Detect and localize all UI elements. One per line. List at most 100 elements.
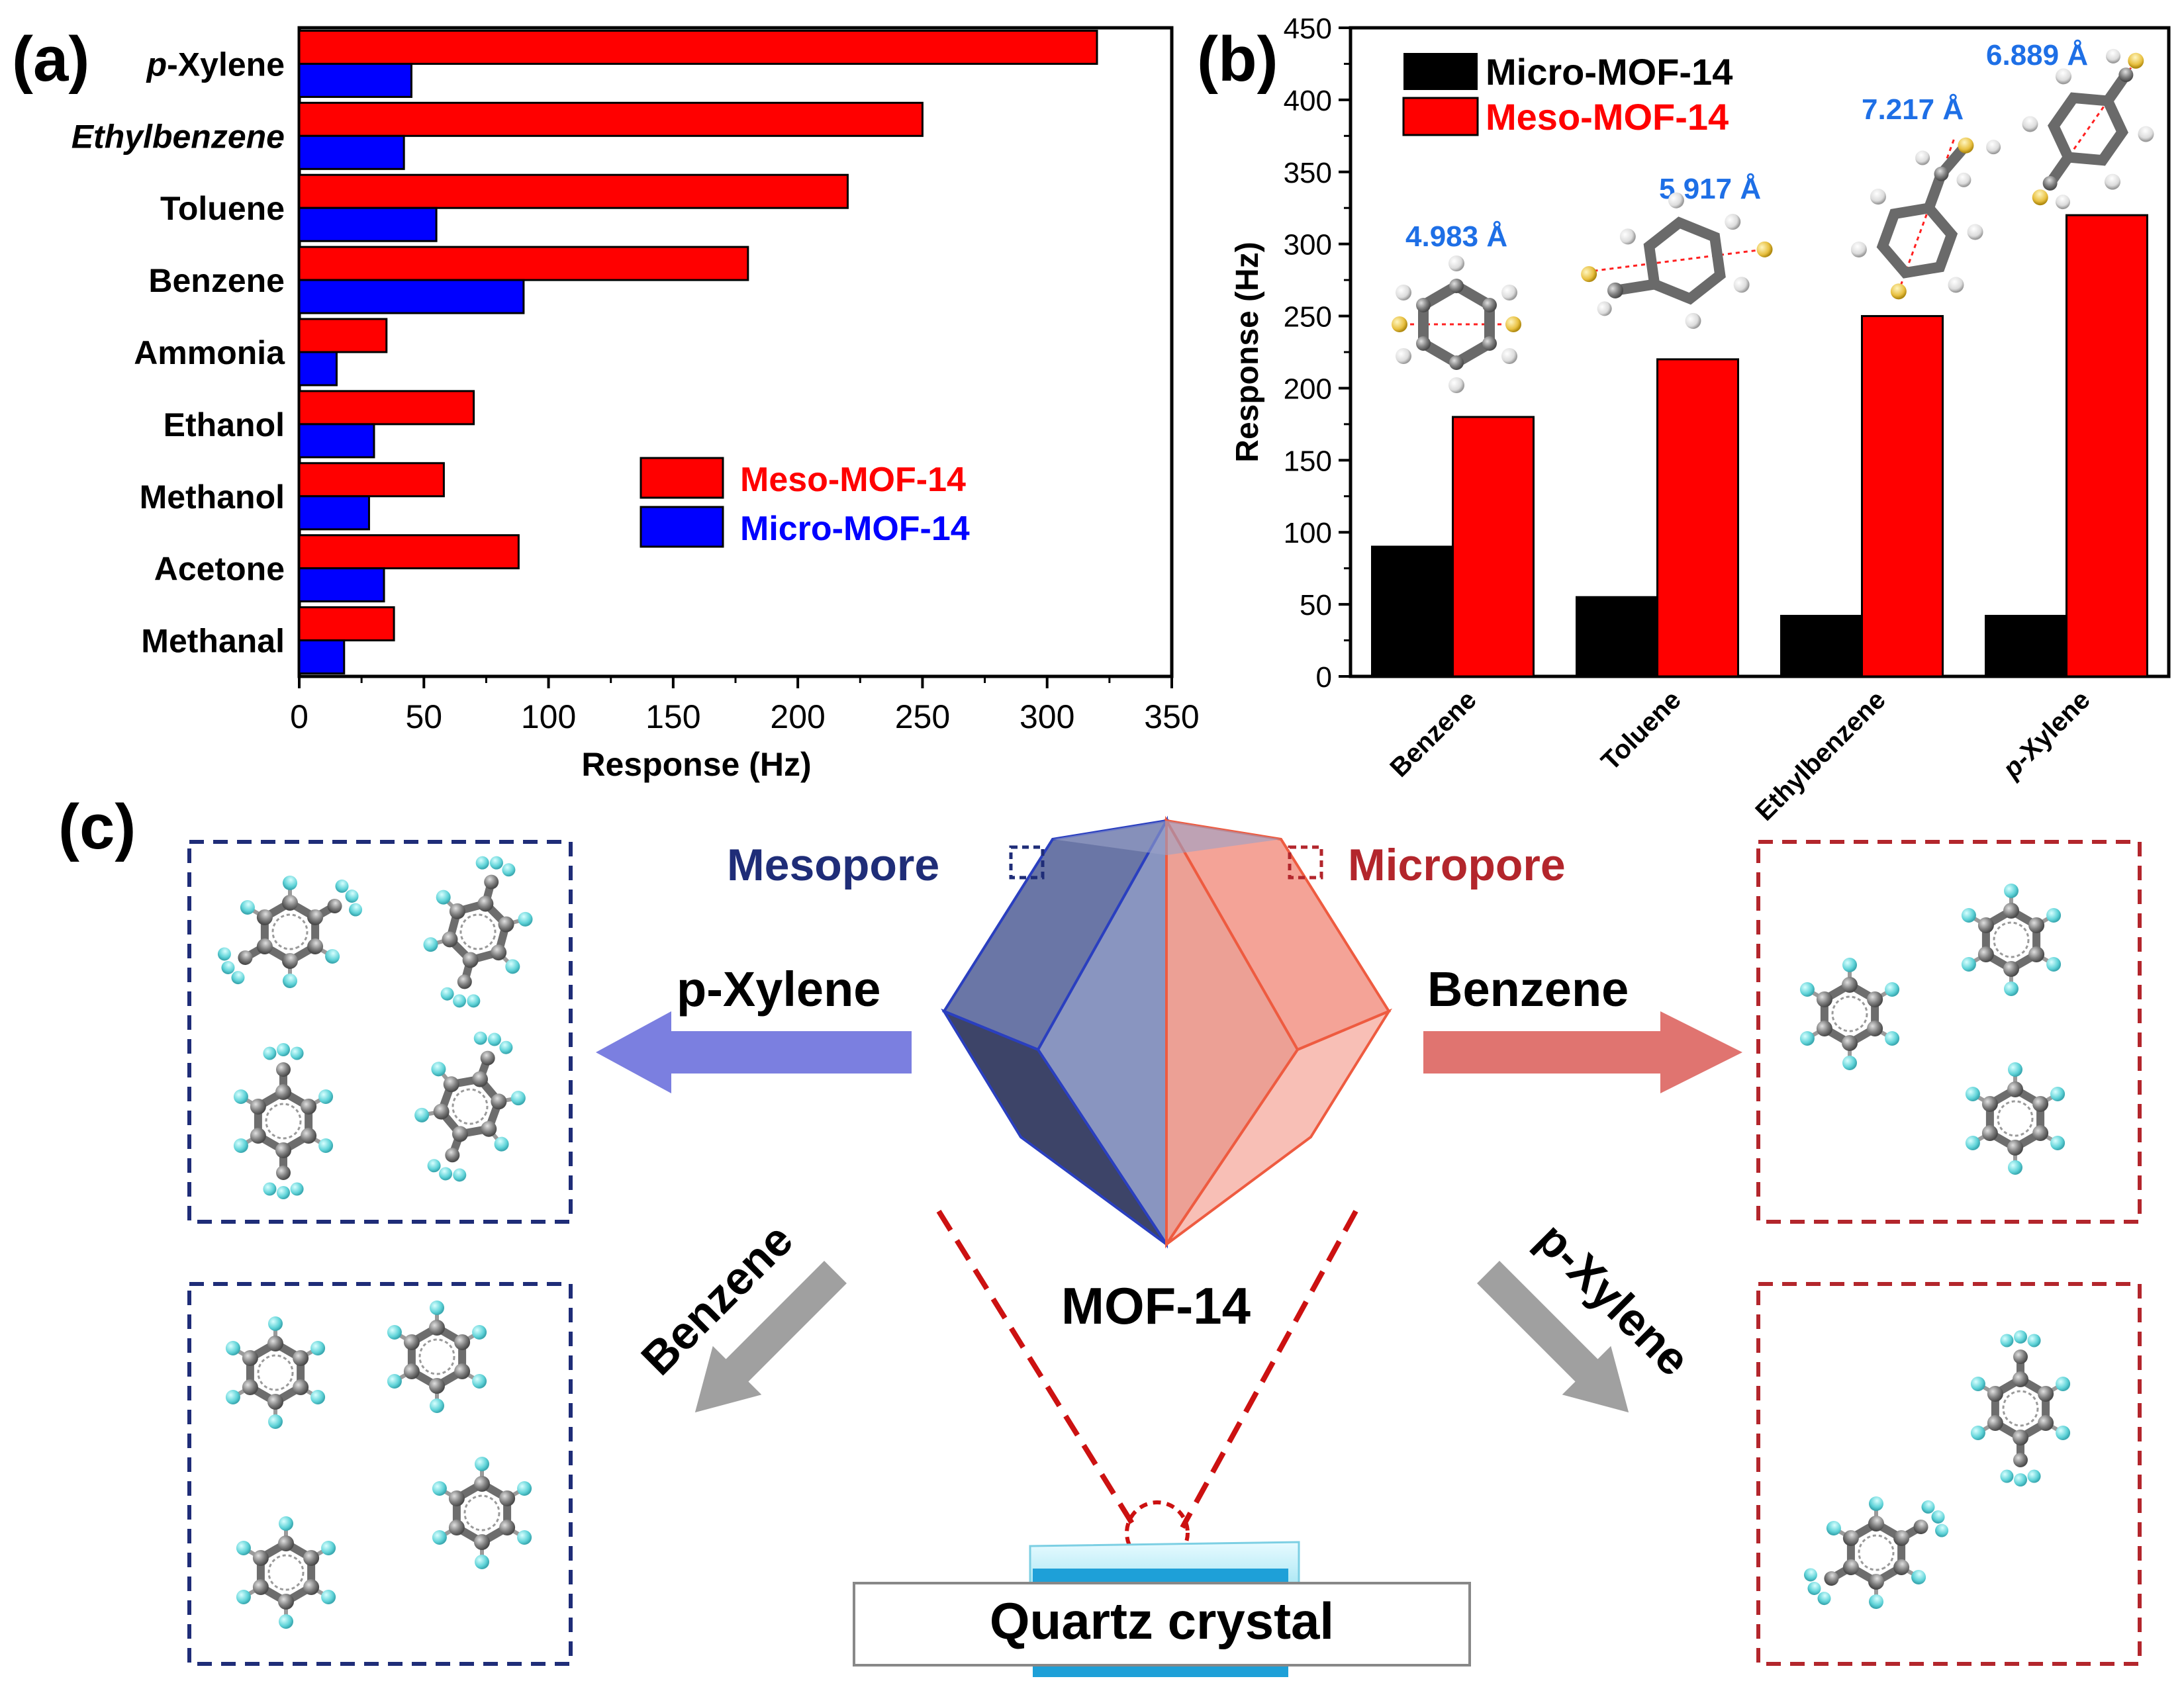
category-label-a: Ammonia <box>134 334 285 371</box>
bar-a-meso-methanol <box>298 462 445 498</box>
benzene-molecule <box>387 1301 487 1413</box>
benzene-molecule <box>1799 958 1900 1070</box>
legend-swatch-meso <box>640 457 724 499</box>
p-xylene-molecule <box>414 1031 526 1182</box>
p-xylene-molecule <box>423 856 533 1008</box>
dim-label-benzene: 4.983 Å <box>1405 220 1507 253</box>
panel-label-a: (a) <box>12 24 89 95</box>
bar-b-meso-ethylbenzene <box>1861 315 1944 678</box>
y-tick-label-b: 250 <box>1284 301 1332 334</box>
category-label-b: Ethylbenzene <box>1750 685 1891 826</box>
y-tick-label-b: 0 <box>1316 661 1332 694</box>
dim-label-p-xylene: 6.889 Å <box>1986 39 2088 71</box>
category-label-a: Acetone <box>154 551 285 588</box>
category-label-b: p-Xylene <box>1997 685 2096 784</box>
bar-b-meso-benzene <box>1452 416 1535 678</box>
bar-a-micro-ethanol <box>298 423 375 459</box>
category-label-b: Toluene <box>1595 685 1686 776</box>
arrow-benzene-right <box>1423 1011 1742 1093</box>
p-xylene-molecule <box>217 876 363 988</box>
p-xylene-molecule <box>233 1043 334 1199</box>
toluene-molecule-inset: 5.917 Å <box>1581 173 1773 329</box>
mesopore-label: Mesopore <box>727 840 939 890</box>
y-tick-label-b: 50 <box>1300 589 1332 621</box>
y-tick-label-b: 300 <box>1284 229 1332 261</box>
benzene-molecule <box>1965 1062 2065 1175</box>
micropore-label: Micropore <box>1348 840 1566 890</box>
bar-a-meso-ethanol <box>298 390 475 426</box>
bar-b-micro-pxylene <box>1985 615 2067 678</box>
bar-b-meso-pxylene <box>2065 214 2148 678</box>
box-left-bottom <box>187 1282 573 1666</box>
chart-a: 0 50 100 150 200 250 300 350 p-Xylene Ethylbenze… <box>71 26 1200 783</box>
diagram-c: Mesopore Micropore p-Xylene Benzene Benz… <box>187 815 2142 1677</box>
chart-b: 0 50 100 150 200 250 300 350 400 450 Benzene Tolue… <box>1230 13 2171 827</box>
category-label-a: Methanal <box>141 623 285 660</box>
category-label-b: Benzene <box>1384 685 1482 782</box>
x-tick-label-a: 150 <box>645 698 700 735</box>
legend-swatch-micro-b <box>1403 53 1478 90</box>
y-tick-label-b: 450 <box>1284 13 1332 45</box>
legend-label-meso-b: Meso-MOF-14 <box>1486 96 1729 138</box>
x-tick-label-a: 50 <box>405 698 442 735</box>
bar-a-micro-toluene <box>298 206 438 242</box>
bar-a-micro-pxylene <box>298 62 412 98</box>
arrow-benzene-down-left <box>694 1261 847 1413</box>
quartz-label: Quartz crystal <box>990 1592 1334 1650</box>
arrow-p-xylene-left <box>596 1011 912 1093</box>
category-label-a: p-Xylene <box>146 46 285 83</box>
x-tick-label-a: 300 <box>1020 698 1074 735</box>
p-xylene-molecule <box>1970 1330 2071 1486</box>
p-xylene-molecule-inset: 6.889 Å <box>1986 39 2154 210</box>
category-label-a: Benzene <box>148 262 285 299</box>
bar-a-meso-ammonia <box>298 318 388 353</box>
box-left-top <box>187 840 573 1224</box>
y-tick-label-b: 150 <box>1284 445 1332 477</box>
category-label-a: Toluene <box>160 190 285 227</box>
zoom-line-right <box>1180 1210 1358 1529</box>
y-tick-label-b: 200 <box>1284 373 1332 405</box>
bar-a-meso-benzene <box>298 246 749 281</box>
category-label-a: Methanol <box>140 479 285 516</box>
panel-label-b: (b) <box>1197 24 1278 95</box>
bar-a-micro-methanol <box>298 495 370 531</box>
box-right-bottom <box>1756 1282 2142 1666</box>
bar-b-micro-ethylbenzene <box>1780 615 1863 678</box>
micropore-marker <box>1288 845 1323 880</box>
y-tick-label-b: 400 <box>1284 85 1332 117</box>
x-tick-label-a: 200 <box>770 698 825 735</box>
arrow-label-p-xylene-top: p-Xylene <box>677 962 880 1017</box>
bar-a-meso-acetone <box>298 534 520 570</box>
bar-a-meso-toluene <box>298 173 849 209</box>
bar-a-meso-ethylbenzene <box>298 101 924 137</box>
arrow-label-benzene-top: Benzene <box>1427 962 1629 1017</box>
category-label-a: Ethylbenzene <box>71 118 285 155</box>
mof-14-crystal <box>941 815 1393 1249</box>
zoom-line-left <box>936 1209 1137 1530</box>
bar-b-micro-toluene <box>1576 596 1658 678</box>
legend-label-micro: Micro-MOF-14 <box>740 510 970 548</box>
quartz-crystal: Quartz crystal <box>853 1541 1471 1677</box>
benzene-molecule <box>225 1316 326 1429</box>
dim-label-ethylbenzene: 7.217 Å <box>1862 93 1964 126</box>
bar-a-meso-pxylene <box>298 29 1098 65</box>
arrow-p-xylene-down-right <box>1477 1261 1629 1413</box>
chart-b-legend: Micro-MOF-14 Meso-MOF-14 <box>1402 51 1733 138</box>
category-label-a: Ethanol <box>164 406 285 443</box>
mesopore-marker <box>1009 845 1045 880</box>
benzene-molecule <box>432 1457 532 1569</box>
panel-label-c: (c) <box>58 792 136 862</box>
mof-label: MOF-14 <box>1061 1277 1251 1335</box>
legend-label-meso: Meso-MOF-14 <box>740 461 966 499</box>
bar-a-micro-benzene <box>298 279 525 314</box>
bar-a-micro-ammonia <box>298 351 338 387</box>
bar-b-meso-toluene <box>1656 358 1739 678</box>
x-tick-label-a: 250 <box>895 698 950 735</box>
bar-a-micro-ethylbenzene <box>298 134 405 170</box>
benzene-molecule <box>1961 884 2062 996</box>
chart-a-xlabel: Response (Hz) <box>581 746 811 783</box>
chart-b-ylabel: Response (Hz) <box>1230 242 1265 462</box>
legend-label-micro-b: Micro-MOF-14 <box>1486 51 1733 93</box>
ethylbenzene-molecule-inset: 7.217 Å <box>1850 93 2001 300</box>
